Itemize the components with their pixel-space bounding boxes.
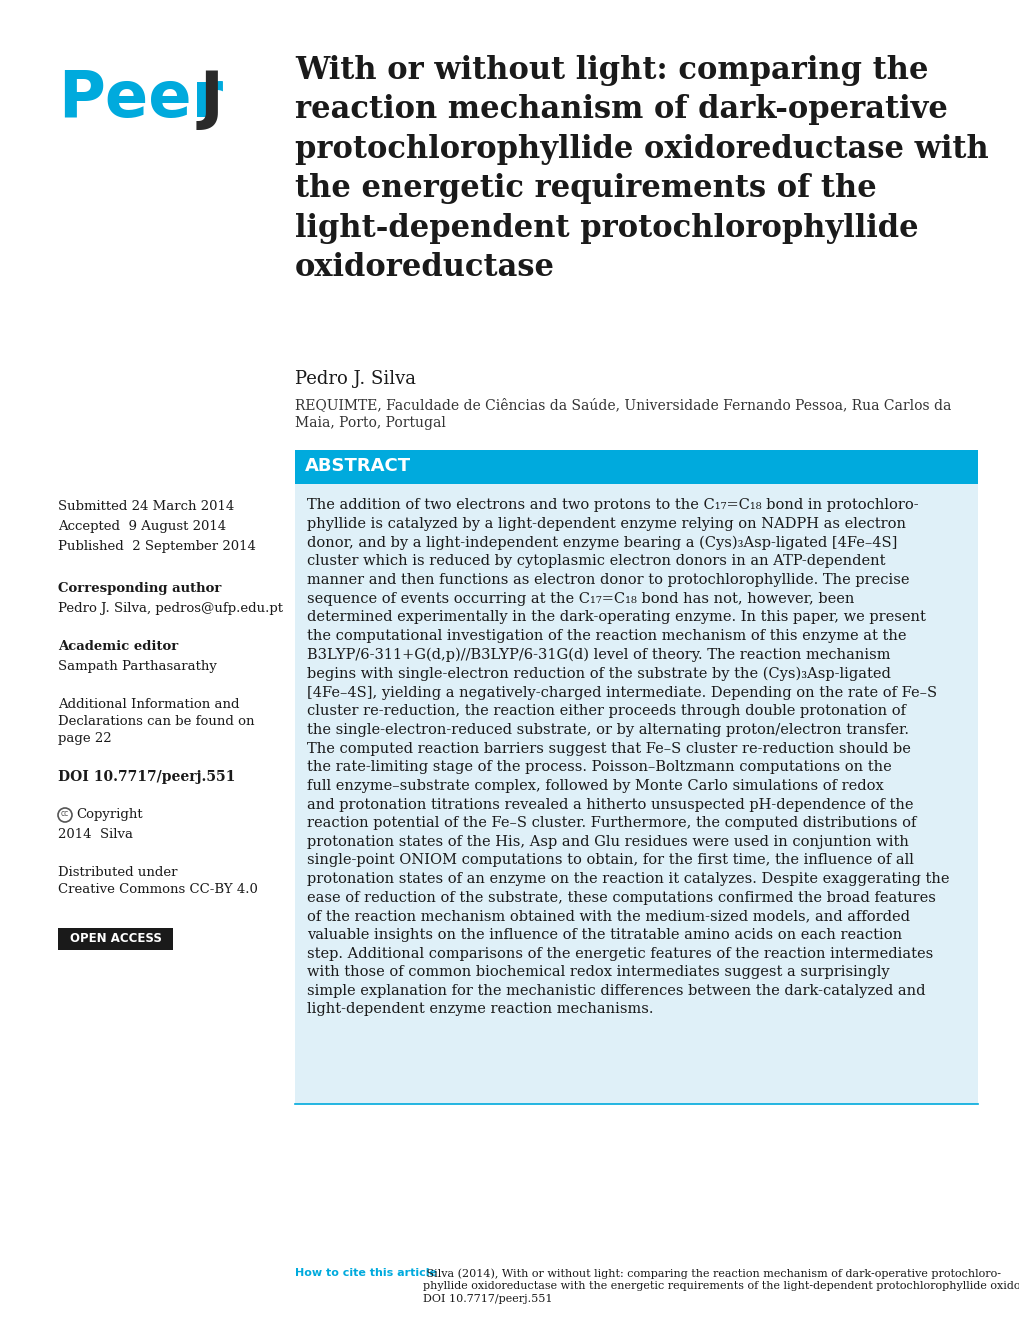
Text: Copyright: Copyright <box>76 808 143 821</box>
Bar <box>58 928 173 950</box>
Text: The addition of two electrons and two protons to the C₁₇=C₁₈ bond in protochloro: The addition of two electrons and two pr… <box>307 498 949 1016</box>
Text: J: J <box>200 69 223 129</box>
Text: Distributed under
Creative Commons CC-BY 4.0: Distributed under Creative Commons CC-BY… <box>58 866 258 896</box>
Text: Additional Information and
Declarations can be found on
page 22: Additional Information and Declarations … <box>58 698 255 744</box>
Text: 2014  Silva: 2014 Silva <box>58 828 132 841</box>
Text: Academic editor: Academic editor <box>58 640 178 653</box>
Text: Pedro J. Silva, pedros@ufp.edu.pt: Pedro J. Silva, pedros@ufp.edu.pt <box>58 602 282 615</box>
Text: Submitted 24 March 2014: Submitted 24 March 2014 <box>58 500 234 513</box>
Text: Peer: Peer <box>58 69 223 129</box>
Text: REQUIMTE, Faculdade de Ciências da Saúde, Universidade Fernando Pessoa, Rua Carl: REQUIMTE, Faculdade de Ciências da Saúde… <box>294 399 951 430</box>
Text: Published  2 September 2014: Published 2 September 2014 <box>58 540 256 553</box>
Text: Accepted  9 August 2014: Accepted 9 August 2014 <box>58 520 226 533</box>
Text: How to cite this article: How to cite this article <box>294 1269 436 1278</box>
Text: DOI 10.7717/peerj.551: DOI 10.7717/peerj.551 <box>58 770 235 784</box>
Bar <box>294 450 977 484</box>
Text: Corresponding author: Corresponding author <box>58 582 221 595</box>
Text: With or without light: comparing the
reaction mechanism of dark-operative
protoc: With or without light: comparing the rea… <box>294 55 987 282</box>
Text: Sampath Parthasarathy: Sampath Parthasarathy <box>58 660 217 673</box>
Text: OPEN ACCESS: OPEN ACCESS <box>69 932 161 945</box>
Text: cc: cc <box>61 809 69 818</box>
Text: Silva (2014), With or without light: comparing the reaction mechanism of dark-op: Silva (2014), With or without light: com… <box>423 1269 1019 1304</box>
Bar <box>294 484 977 1104</box>
Text: Pedro J. Silva: Pedro J. Silva <box>294 370 416 388</box>
Text: ABSTRACT: ABSTRACT <box>305 457 411 475</box>
